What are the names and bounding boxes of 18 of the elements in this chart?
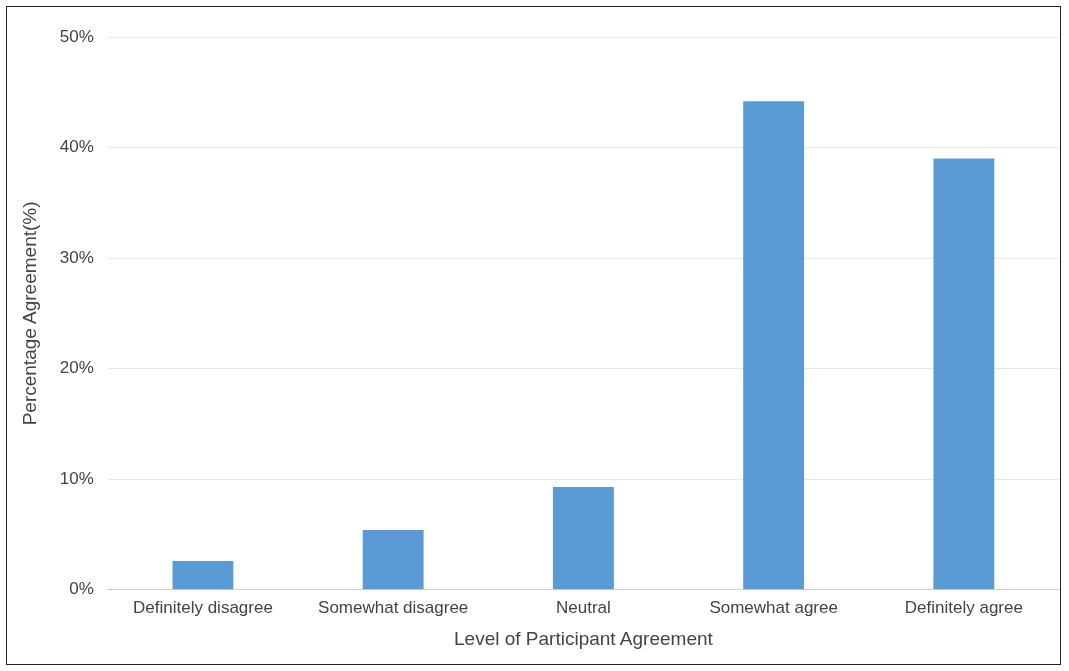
- bar: [172, 561, 234, 590]
- y-tick-label: 0%: [69, 579, 94, 599]
- x-tick-label: Definitely disagree: [133, 597, 273, 617]
- x-tick-label: Neutral: [556, 597, 611, 617]
- y-tick-label: 20%: [59, 358, 94, 378]
- x-tick-label: Somewhat disagree: [318, 597, 469, 617]
- x-tick-label: Definitely agree: [904, 597, 1023, 617]
- x-axis-title: Level of Participant Agreement: [454, 627, 714, 649]
- y-tick-label: 50%: [59, 26, 94, 46]
- bar: [362, 530, 424, 590]
- bar: [933, 158, 995, 590]
- y-tick-label: 40%: [59, 137, 94, 157]
- bar: [552, 486, 614, 590]
- bar: [743, 101, 805, 590]
- x-tick-label: Somewhat agree: [709, 597, 838, 617]
- y-tick-label: 30%: [59, 247, 94, 267]
- y-axis-title: Percentage Agreement(%): [18, 201, 40, 426]
- y-tick-label: 10%: [59, 468, 94, 488]
